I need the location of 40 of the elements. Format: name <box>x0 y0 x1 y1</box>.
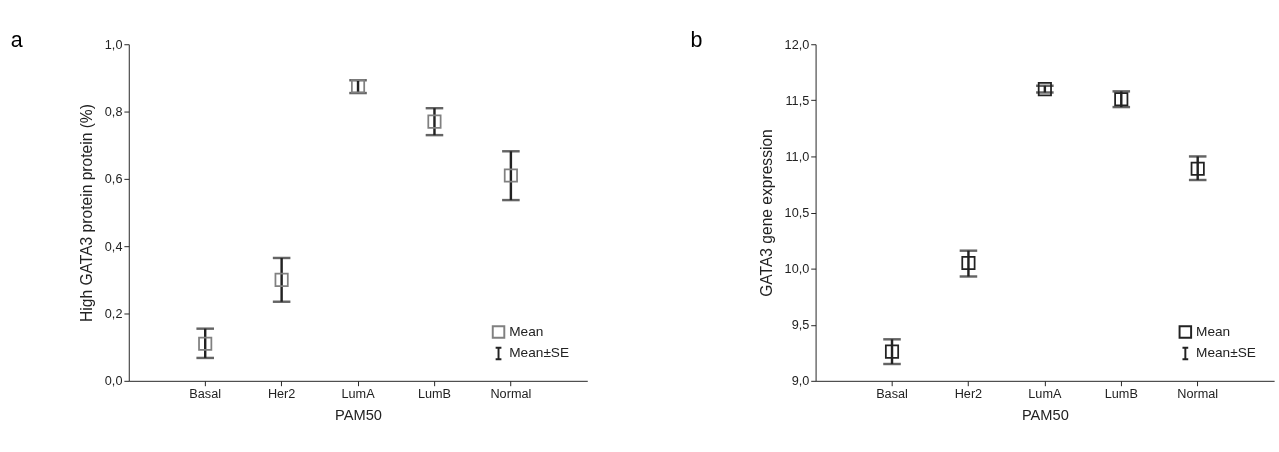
point <box>503 168 518 183</box>
point <box>274 272 289 287</box>
y-tick-label: 9,0 <box>791 374 810 389</box>
x-axis-title: PAM50 <box>1021 407 1069 424</box>
y-tick-label: 1,0 <box>104 37 123 52</box>
y-axis-title: High GATA3 protein protein (%) <box>78 104 96 322</box>
annotation: Mean±SE <box>1196 345 1256 361</box>
x-tick-label: Normal <box>1177 386 1219 401</box>
y-tick-label: 11,5 <box>785 93 810 108</box>
chart-title: a <box>10 28 23 53</box>
x-tick-label: LumB <box>1104 386 1138 401</box>
x-tick-label: LumA <box>1028 386 1062 401</box>
x-tick-label: Her2 <box>267 386 296 401</box>
x-tick-label: Her2 <box>954 386 983 401</box>
annotation: Mean±SE <box>509 345 570 361</box>
x-tick-label: Basal <box>189 386 222 401</box>
point <box>961 255 976 271</box>
x-tick-label: Basal <box>876 386 908 401</box>
x-tick-label: LumA <box>341 386 376 401</box>
y-tick-label: 11,0 <box>785 149 810 164</box>
y-axis-title: GATA3 gene expression <box>757 129 775 297</box>
y-tick-label: 9,5 <box>791 318 810 333</box>
y-tick-label: 0,0 <box>104 374 123 389</box>
y-tick-label: 10,5 <box>784 205 810 220</box>
x-axis-title: PAM50 <box>335 407 382 424</box>
y-tick-label: 0,6 <box>104 172 123 187</box>
point <box>1190 161 1205 176</box>
y-tick-label: 12,0 <box>784 37 810 52</box>
point <box>198 336 213 351</box>
point <box>427 114 442 129</box>
y-tick-label: 0,2 <box>104 306 123 321</box>
y-tick-label: 0,4 <box>104 239 123 254</box>
y-tick-label: 0,8 <box>104 104 123 119</box>
x-tick-label: Normal <box>490 386 532 401</box>
x-tick-label: LumB <box>417 386 452 401</box>
legend-label: Mean <box>509 323 544 339</box>
chart-title: b <box>690 28 703 53</box>
legend-label: Mean <box>1196 323 1231 339</box>
point <box>884 344 900 359</box>
y-tick-label: 10,0 <box>784 262 810 277</box>
